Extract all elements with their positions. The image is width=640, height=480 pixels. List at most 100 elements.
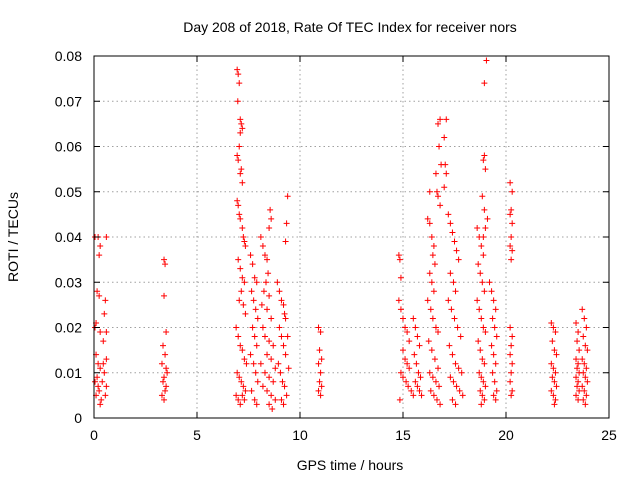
data-point-plus [266, 401, 273, 408]
data-point-plus [265, 270, 272, 277]
data-point-plus [397, 274, 404, 281]
data-point-plus [161, 396, 168, 403]
data-point-plus [400, 374, 406, 381]
data-point-plus [573, 319, 580, 326]
data-point-plus [315, 324, 322, 331]
data-point-plus [264, 256, 271, 263]
data-point-plus [317, 392, 324, 399]
data-point-plus [251, 274, 258, 281]
data-point-plus [238, 166, 245, 173]
data-point-plus [242, 310, 249, 317]
data-point-plus [268, 215, 275, 222]
data-point-plus [411, 351, 418, 358]
data-point-plus [490, 297, 497, 304]
data-point-plus [317, 329, 324, 336]
data-point-plus [581, 387, 588, 394]
data-point-plus [402, 356, 409, 363]
data-point-plus [453, 383, 460, 390]
data-point-plus [285, 365, 292, 372]
data-point-plus [446, 342, 453, 349]
axis-ticks [93, 55, 610, 419]
data-point-plus [579, 383, 586, 390]
data-point-plus [162, 261, 169, 268]
data-point-plus [261, 333, 268, 340]
data-point-plus [551, 401, 558, 408]
data-point-plus [447, 220, 454, 227]
data-point-plus [97, 243, 104, 250]
data-point-plus [429, 315, 436, 322]
data-point-plus [402, 324, 409, 331]
data-point-plus [481, 80, 488, 87]
data-point-plus [575, 360, 582, 367]
data-point-plus [270, 378, 277, 385]
data-point-plus [450, 279, 457, 286]
data-point-plus [161, 374, 168, 381]
data-point-plus [549, 374, 556, 381]
data-point-plus [486, 279, 493, 286]
data-point-plus [428, 347, 435, 354]
x-tick-label: 5 [193, 427, 201, 443]
data-point-plus [426, 220, 433, 227]
data-point-plus [259, 324, 266, 331]
data-point-plus [406, 365, 413, 372]
y-tick-label: 0.04 [55, 229, 82, 245]
data-point-plus [235, 202, 242, 209]
data-point-plus [318, 383, 325, 390]
data-point-plus [551, 347, 558, 354]
x-tick-label: 0 [90, 427, 98, 443]
data-point-plus [509, 360, 516, 367]
data-point-plus [430, 288, 437, 295]
data-point-plus [491, 324, 498, 331]
y-tick-label: 0.07 [55, 93, 82, 109]
data-point-plus [459, 392, 466, 399]
data-point-plus [476, 306, 483, 313]
data-point-plus [509, 220, 516, 227]
data-point-plus [261, 252, 268, 259]
data-point-plus [96, 252, 103, 259]
data-point-plus [482, 224, 489, 231]
data-point-plus [552, 396, 559, 403]
data-point-plus [509, 188, 516, 195]
data-point-plus [574, 365, 581, 372]
y-tick-label: 0.03 [55, 274, 82, 290]
data-point-plus [102, 392, 109, 399]
data-point-plus [237, 129, 244, 136]
data-point-plus [441, 184, 448, 191]
data-point-plus [234, 197, 241, 204]
data-point-plus [458, 369, 465, 376]
data-point-plus [417, 374, 424, 381]
data-point-plus [430, 392, 437, 399]
data-point-plus [100, 338, 107, 345]
data-point-plus [259, 243, 266, 250]
data-point-plus [280, 342, 287, 349]
data-point-plus [492, 396, 499, 403]
data-point-plus [482, 329, 489, 336]
data-point-plus [478, 401, 485, 408]
data-point-plus [550, 392, 557, 399]
data-point-plus [267, 206, 274, 213]
data-point-plus [492, 306, 499, 313]
data-point-plus [414, 383, 421, 390]
data-point-plus [580, 333, 587, 340]
x-tick-labels: 0 5 10 15 20 25 [90, 427, 617, 443]
y-tick-label: 0.08 [55, 48, 82, 64]
data-point-plus [435, 365, 442, 372]
data-point-plus [482, 383, 489, 390]
data-point-plus [416, 342, 423, 349]
data-point-plus [252, 306, 259, 313]
data-point-plus [582, 342, 589, 349]
data-point-plus [432, 170, 439, 177]
data-point-plus [261, 369, 268, 376]
data-point-plus [270, 342, 277, 349]
data-point-plus [272, 365, 279, 372]
data-point-plus [575, 329, 582, 336]
data-point-plus [253, 401, 260, 408]
data-point-plus [410, 315, 417, 322]
data-point-plus [275, 360, 282, 367]
data-point-plus [279, 378, 286, 385]
data-point-plus [404, 360, 411, 367]
data-point-plus [575, 396, 582, 403]
data-point-plus [239, 125, 246, 132]
data-point-plus [583, 365, 590, 372]
data-point-plus [239, 179, 246, 186]
